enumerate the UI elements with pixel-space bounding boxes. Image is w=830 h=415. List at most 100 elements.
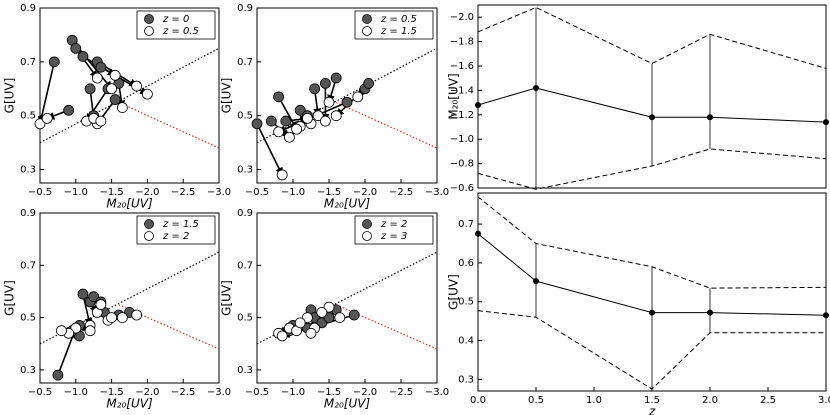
point (330, 110, 342, 122)
y-axis-label: M₂₀[UV] (447, 73, 461, 119)
series-line (477, 148, 827, 190)
y-tick-label: 0.5 (237, 111, 253, 122)
point (106, 312, 117, 324)
x-tick-label: 2.5 (760, 395, 776, 406)
point (91, 72, 103, 84)
point (280, 115, 292, 127)
point (41, 112, 53, 124)
point (283, 131, 295, 143)
point (305, 327, 317, 339)
x-tick-label: −0.5 (245, 187, 269, 198)
point (341, 96, 353, 108)
x-tick-label: −3.0 (425, 187, 449, 198)
point (77, 288, 89, 300)
x-tick-label: −1.0 (281, 387, 305, 398)
plot-frame (39, 212, 220, 384)
x-tick-label: −1.0 (64, 187, 88, 198)
point (70, 42, 82, 54)
x-tick-label: −0.5 (28, 387, 52, 398)
x-axis-label: M₂₀[UV] (324, 197, 371, 211)
y-tick-label: 0.9 (20, 208, 36, 219)
y-tick-label: 0.3 (20, 165, 36, 176)
x-tick-label: −3.0 (425, 387, 449, 398)
plot-frame (256, 7, 438, 184)
point (131, 80, 143, 92)
x-tick-label: −2.5 (171, 387, 195, 398)
arrow (37, 61, 56, 125)
y-tick-label: −1.6 (450, 61, 474, 72)
x-tick-label: −1.5 (99, 187, 123, 198)
legend-label: z = 0.5 (162, 26, 199, 37)
legend-marker (362, 219, 372, 229)
boundary-line (335, 101, 438, 149)
legend-marker (362, 14, 372, 24)
y-tick-label: −1.4 (450, 85, 474, 96)
x-tick-label: −2.5 (389, 387, 413, 398)
point (131, 309, 143, 321)
point (707, 114, 713, 121)
point (63, 104, 75, 116)
x-tick-label: −2.0 (135, 187, 159, 198)
point (84, 83, 96, 95)
x-axis-label: z (648, 405, 656, 415)
point (363, 77, 375, 89)
y-tick-label: 0.7 (458, 219, 474, 230)
point (273, 91, 285, 103)
legend-label: z = 0 (162, 14, 189, 25)
point (276, 169, 288, 181)
y-tick-label: 0.9 (237, 208, 253, 219)
point (301, 312, 313, 324)
point (352, 91, 364, 103)
x-tick-label: −2.0 (353, 187, 377, 198)
point (323, 96, 335, 108)
point (649, 309, 655, 316)
point (265, 115, 277, 127)
x-axis-label: M₂₀[UV] (106, 197, 153, 211)
point (70, 322, 82, 334)
x-tick-label: −3.0 (207, 187, 231, 198)
point (88, 291, 100, 303)
point (77, 51, 89, 62)
legend-marker (144, 14, 154, 24)
x-tick-label: −1.0 (281, 187, 305, 198)
point (330, 72, 342, 84)
point (323, 301, 335, 313)
point (823, 119, 829, 126)
point (823, 312, 829, 319)
y-tick-label: 0.9 (237, 3, 253, 14)
point (48, 56, 60, 68)
point (319, 77, 331, 89)
y-tick-label: 0.6 (458, 258, 474, 269)
y-tick-label: 0.5 (20, 313, 36, 324)
y-tick-label: 0.7 (237, 57, 253, 68)
x-tick-label: −1.5 (317, 387, 341, 398)
arrow (277, 96, 298, 130)
point (475, 102, 481, 109)
point (334, 312, 346, 324)
legend-marker (362, 26, 372, 36)
boundary-line (256, 47, 438, 144)
y-tick-label: 0.3 (237, 165, 253, 176)
y-tick-label: 0.7 (20, 260, 36, 271)
y-tick-label: 0.3 (458, 374, 474, 385)
series-line (477, 6, 827, 69)
legend-label: z = 1.5 (380, 26, 417, 37)
y-tick-label: 0.4 (458, 336, 474, 347)
x-tick-label: −1.5 (99, 387, 123, 398)
y-tick-label: 0.5 (20, 111, 36, 122)
point (323, 312, 335, 324)
boundary-line (256, 251, 438, 345)
y-tick-label: 0.3 (20, 365, 36, 376)
point (309, 83, 321, 95)
point (276, 330, 288, 342)
point (116, 312, 128, 324)
y-tick-label: 0.5 (237, 313, 253, 324)
x-axis-label: M₂₀[UV] (106, 397, 153, 411)
point (316, 317, 328, 329)
legend-marker (144, 26, 154, 36)
y-tick-label: −0.6 (450, 183, 474, 194)
plot-frame (256, 212, 438, 384)
y-axis-label: G[UV] (220, 280, 234, 316)
x-tick-label: −1.5 (317, 187, 341, 198)
